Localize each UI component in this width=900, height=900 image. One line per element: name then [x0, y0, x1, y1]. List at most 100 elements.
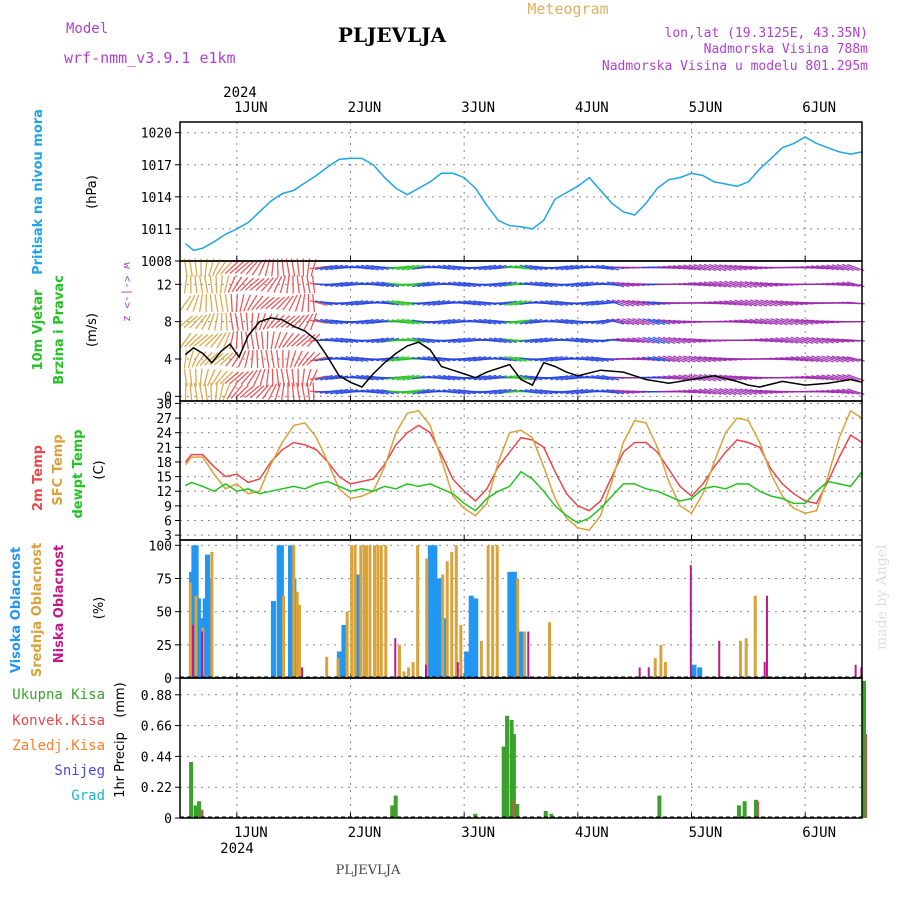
wind-barb — [187, 350, 194, 368]
wind-barb — [371, 337, 389, 344]
data-point — [815, 510, 818, 512]
wind-barb — [560, 318, 579, 325]
wind-barb — [291, 382, 295, 401]
data-point — [304, 182, 306, 184]
data-point — [622, 371, 624, 373]
bar-clouds-1 — [295, 591, 299, 678]
wind-barb — [483, 337, 502, 343]
bar-precipitation-0 — [189, 762, 194, 818]
wind-barb — [255, 331, 260, 350]
wind-barb — [432, 265, 451, 270]
wind-barb — [811, 355, 829, 363]
wind-barb — [189, 314, 203, 329]
wind-barb — [514, 374, 533, 381]
data-point — [395, 352, 397, 354]
bar-clouds-2 — [647, 667, 650, 678]
wind-barb — [350, 356, 369, 362]
wind-barb — [291, 368, 295, 387]
wind-barb — [401, 264, 420, 271]
wind-barb — [734, 388, 752, 396]
data-point — [565, 191, 568, 194]
data-point — [565, 371, 568, 373]
data-point — [713, 181, 715, 183]
data-point — [611, 475, 613, 478]
wind-barb — [273, 275, 283, 293]
wind-barb — [806, 355, 824, 363]
wind-barb — [261, 277, 275, 292]
data-point — [327, 356, 329, 358]
wind-barb — [473, 374, 492, 381]
data-point — [804, 384, 806, 386]
wind-barb — [724, 374, 742, 381]
wind-barb — [442, 318, 461, 325]
wind-barb — [179, 332, 192, 348]
wind-barb — [417, 281, 435, 288]
wind-barb — [519, 374, 538, 381]
data-point — [509, 225, 511, 227]
wind-barb — [673, 337, 691, 344]
wind-barb — [499, 281, 517, 288]
wind-barb — [719, 374, 737, 381]
wind-barb — [254, 312, 260, 331]
data-point — [213, 466, 215, 468]
wind-barb — [652, 336, 671, 345]
wind-barb — [240, 277, 255, 292]
wind-barb — [301, 333, 316, 347]
wind-barb — [246, 294, 258, 312]
wind-barb — [806, 336, 824, 344]
wind-barb — [529, 281, 548, 288]
data-point — [440, 172, 443, 174]
data-point — [236, 483, 238, 485]
wind-barb — [831, 264, 850, 271]
cloud-unit: (%) — [92, 597, 107, 620]
data-point — [850, 153, 852, 155]
wind-barb — [759, 338, 778, 343]
wind-barb — [499, 356, 517, 362]
wind-barb — [305, 368, 312, 387]
bar-clouds-1 — [411, 662, 415, 678]
y-tick-label: 8 — [164, 316, 172, 331]
data-point — [781, 380, 784, 382]
data-point — [827, 382, 829, 384]
wind-barb — [468, 300, 487, 306]
wind-barb — [780, 336, 799, 344]
bar-clouds-2 — [718, 640, 721, 678]
data-point — [463, 177, 465, 179]
data-point — [349, 157, 352, 159]
y-tick-label: 0.66 — [141, 720, 172, 735]
wind-barb — [201, 313, 212, 330]
wind-barb — [355, 264, 374, 271]
wind-barb — [488, 388, 507, 395]
data-point — [452, 172, 454, 174]
wind-barb — [565, 388, 584, 395]
wind-barb — [350, 319, 369, 324]
wind-barb — [703, 374, 722, 382]
data-point — [747, 441, 749, 444]
wind-barb — [208, 258, 215, 277]
data-point — [384, 177, 386, 179]
bar-clouds-2 — [854, 664, 857, 678]
wind-barb — [826, 337, 845, 343]
wind-barb — [724, 264, 742, 271]
wind-barb — [591, 300, 609, 306]
bar-clouds-1 — [659, 644, 663, 678]
data-point — [554, 198, 556, 200]
wind-barb — [683, 389, 702, 394]
wind-barb — [179, 295, 192, 311]
wind-barb — [744, 319, 763, 325]
wind-barb — [836, 282, 855, 287]
wind-barb — [240, 260, 255, 275]
bar-clouds-1 — [495, 545, 499, 678]
wind-barb — [841, 263, 860, 272]
bar-clouds-2 — [201, 631, 204, 678]
cloud-ylabel-high: Visoka Oblacnost — [9, 547, 24, 673]
bar-clouds-0 — [511, 571, 517, 678]
bar-precipitation-1 — [512, 801, 515, 818]
wind-barb — [570, 281, 589, 288]
wind-barb — [698, 388, 717, 395]
wind-barb — [340, 300, 359, 306]
y-tick-label: 21 — [156, 441, 172, 456]
wind-barb — [325, 389, 343, 395]
wind-barb — [204, 333, 219, 348]
wind-barb — [220, 275, 223, 294]
